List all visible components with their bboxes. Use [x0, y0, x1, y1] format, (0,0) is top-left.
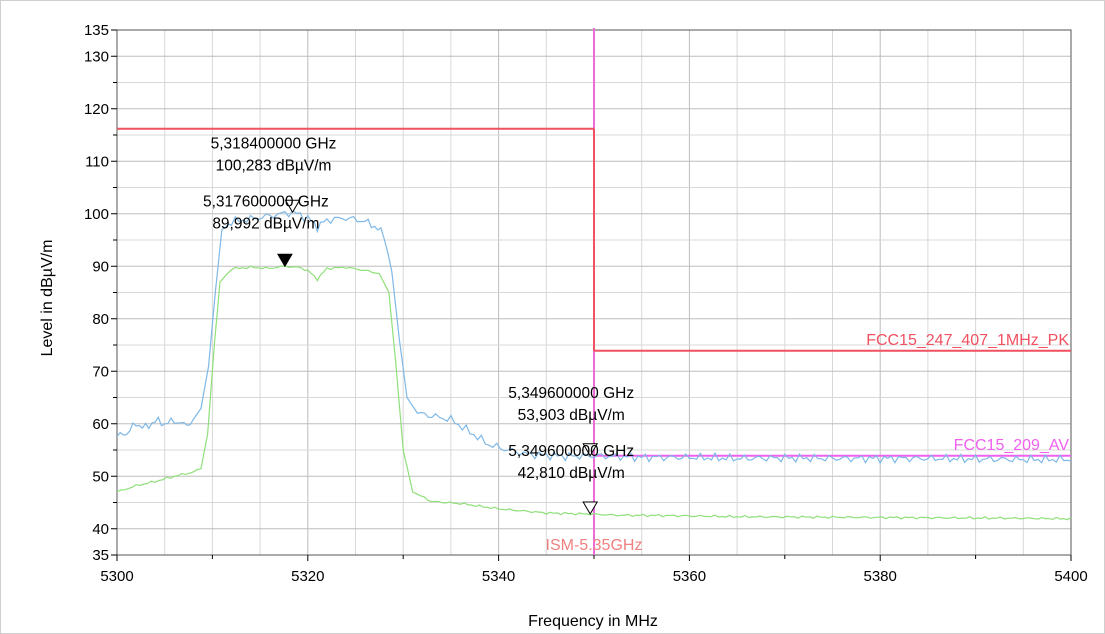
x-tick-label: 5300	[100, 568, 133, 585]
marker-level: 100,283 dBµV/m	[216, 157, 332, 174]
y-tick-label: 110	[85, 153, 109, 170]
y-axis-label: Level in dBµV/m	[39, 240, 56, 357]
limit-lines: ISM-5.35GHz FCC15_247_407_1MHz_PK FCC15_20…	[117, 28, 1071, 555]
y-tick-label: 50	[92, 468, 109, 485]
y-tick-label: 120	[84, 101, 109, 118]
marker-level: 89,992 dBµV/m	[212, 215, 319, 232]
limit-line-label: FCC15_209_AV	[954, 437, 1070, 454]
marker-level: 42,810 dBµV/m	[518, 465, 625, 482]
ism-label: ISM-5.35GHz	[546, 537, 643, 554]
axis-ticks: 35 40 50 60 70 80 90 100 110 120 130 135 5300 5320 534…	[84, 22, 1088, 585]
marker-triangle	[277, 253, 293, 268]
series-trace-1	[116, 209, 1072, 465]
limit-line-label: FCC15_247_407_1MHz_PK	[866, 332, 1069, 349]
marker-triangle	[284, 199, 301, 214]
series-trace-2	[116, 265, 1072, 521]
series-lines	[116, 209, 1072, 521]
y-tick-label: 90	[92, 258, 109, 275]
marker-triangle	[582, 501, 599, 515]
axis-labels: Frequency in MHz Level in dBµV/m	[39, 240, 658, 630]
x-axis-label: Frequency in MHz	[528, 613, 658, 630]
y-tick-label: 135	[84, 22, 109, 39]
marker-frequency: 5,318400000 GHz	[211, 135, 337, 152]
y-tick-label: 70	[92, 363, 109, 380]
y-tick-label: 80	[92, 311, 109, 328]
x-tick-label: 5340	[482, 568, 515, 585]
x-tick-label: 5380	[864, 568, 897, 585]
x-tick-label: 5320	[291, 568, 324, 585]
y-tick-label: 100	[84, 206, 109, 223]
marker-frequency: 5,349600000 GHz	[508, 385, 634, 402]
markers: 5,318400000 GHz 100,283 dBµV/m 5,317600000…	[203, 135, 634, 515]
y-tick-label: 40	[92, 521, 109, 538]
marker-frequency: 5,349600000 GHz	[508, 443, 634, 460]
y-tick-label: 60	[92, 416, 109, 433]
marker-frequency: 5,317600000 GHz	[203, 193, 329, 210]
y-tick-label: 35	[92, 547, 109, 564]
x-tick-label: 5360	[673, 568, 706, 585]
marker-level: 53,903 dBµV/m	[518, 407, 625, 424]
x-tick-label: 5400	[1054, 568, 1087, 585]
marker-triangle	[582, 443, 599, 457]
y-tick-label: 130	[84, 48, 109, 65]
